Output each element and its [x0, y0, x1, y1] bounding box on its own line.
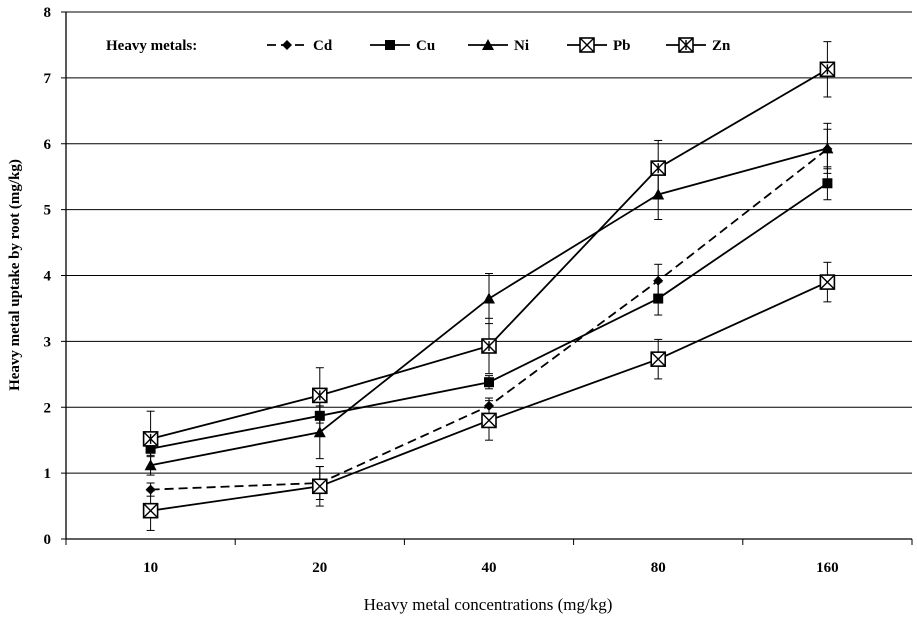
x-tick-label: 20	[312, 560, 327, 576]
legend-title: Heavy metals:	[106, 38, 197, 54]
y-tick-label: 5	[44, 203, 52, 219]
data-point-cu	[822, 178, 833, 189]
data-point-zn	[481, 338, 497, 354]
y-tick-label: 6	[44, 137, 52, 153]
legend: Heavy metals: Cd Cu Ni Pb Zn	[106, 37, 731, 54]
data-point-pb	[142, 502, 159, 519]
series-zn	[142, 41, 836, 468]
x-tick-label: 40	[482, 560, 497, 576]
x-tick-labels: 10 20 40 80 160	[143, 560, 839, 576]
data-point-ni	[483, 292, 495, 304]
data-point-cu	[484, 377, 494, 388]
legend-entry-zn: Zn	[666, 37, 731, 54]
data-point-zn	[819, 61, 836, 78]
series-pb	[142, 261, 836, 531]
y-tick-label: 8	[44, 5, 52, 21]
y-tick-label: 7	[44, 71, 52, 87]
legend-marker	[482, 39, 494, 50]
y-tick-label: 3	[44, 334, 52, 350]
legend-entry-cu: Cu	[370, 38, 435, 54]
y-tick-label: 1	[44, 466, 52, 482]
legend-entry-pb: Pb	[567, 37, 631, 54]
legend-label: Zn	[712, 38, 731, 54]
data-point-zn	[650, 160, 667, 176]
data-point-pb	[650, 351, 667, 367]
legend-label: Cd	[313, 38, 333, 54]
x-tick-label: 160	[816, 560, 839, 576]
legend-marker	[282, 40, 292, 50]
y-tick-label: 4	[44, 269, 52, 285]
data-point-zn	[311, 387, 328, 404]
y-tick-labels: 0 1 2 3 4 5 6 7 8	[44, 5, 52, 548]
y-tick-label: 2	[44, 400, 52, 416]
x-tick-label: 80	[651, 560, 666, 576]
legend-marker	[678, 37, 694, 53]
data-point-pb	[481, 412, 497, 429]
legend-marker	[579, 37, 595, 53]
y-axis-label: Heavy metal uptake by root (mg/kg)	[7, 159, 23, 391]
x-axis-label: Heavy metal concentrations (mg/kg)	[364, 595, 613, 614]
legend-entry-ni: Ni	[468, 38, 529, 54]
data-point-ni	[821, 142, 834, 154]
data-point-ni	[313, 426, 326, 438]
data-point-cu	[653, 293, 664, 304]
legend-entry-cd: Cd	[267, 38, 333, 54]
data-point-pb	[311, 478, 328, 495]
y-tick-label: 0	[44, 532, 52, 548]
x-tick-label: 10	[143, 560, 158, 576]
axes	[61, 11, 913, 545]
data-point-pb	[819, 274, 836, 290]
data-point-cd	[145, 484, 156, 495]
data-point-zn	[142, 431, 159, 447]
series-group	[142, 41, 836, 531]
legend-label: Ni	[514, 38, 529, 54]
data-point-cd	[653, 275, 664, 286]
legend-label: Cu	[416, 38, 435, 54]
legend-marker	[385, 40, 395, 50]
legend-label: Pb	[613, 38, 631, 54]
